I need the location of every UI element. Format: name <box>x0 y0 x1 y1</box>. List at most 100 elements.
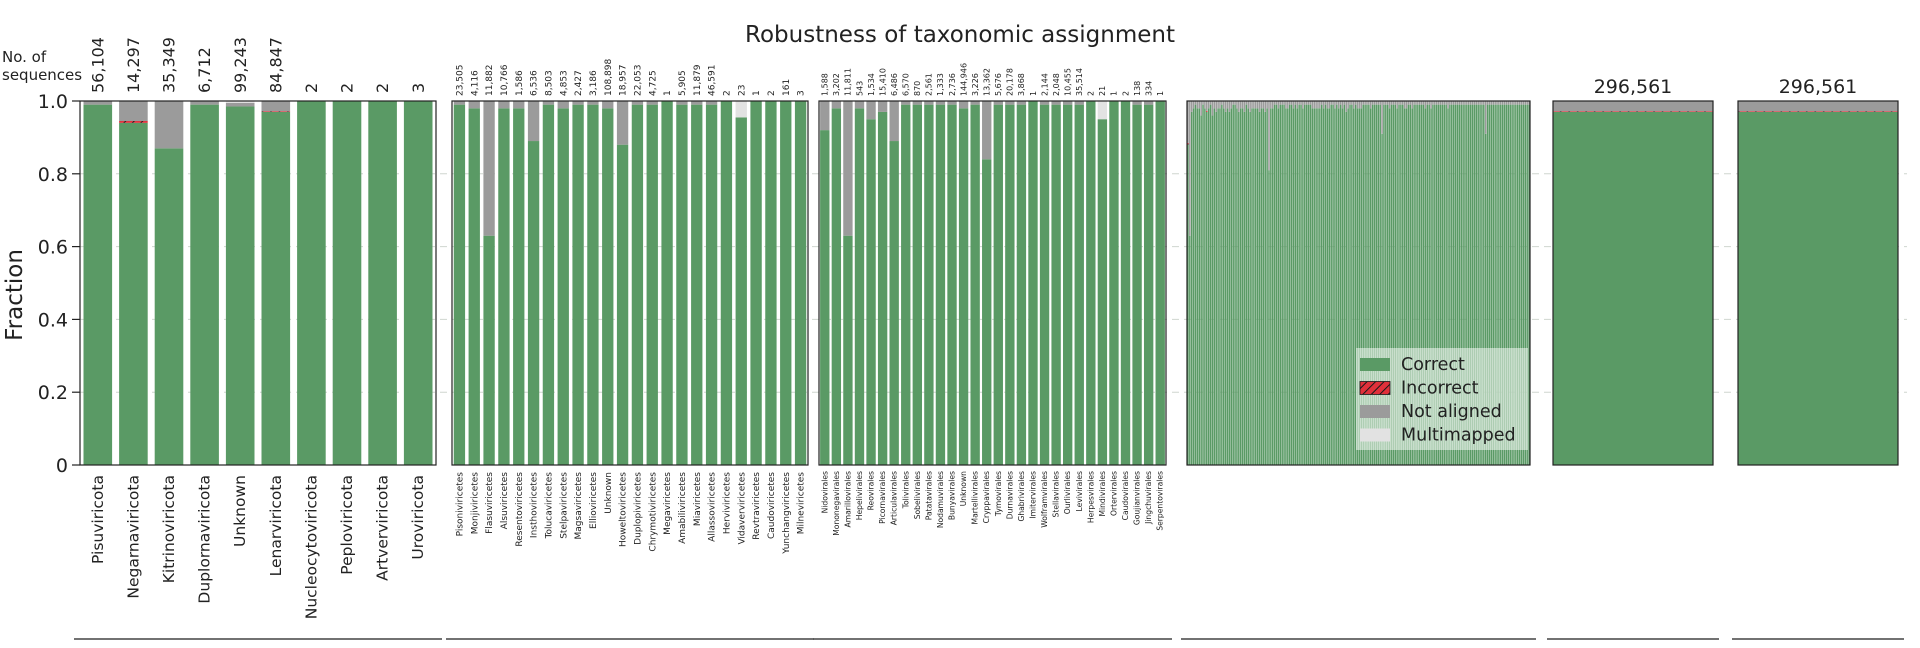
bar-segment-not-aligned <box>924 101 934 105</box>
bar-segment-correct <box>735 117 747 465</box>
bar-segment-correct <box>1304 104 1306 465</box>
bar-segment-correct <box>1496 104 1498 465</box>
y-axis-label: Fraction <box>2 249 28 341</box>
category-label-patatavirales: Patatavirales <box>924 471 933 520</box>
bar-segment-not-aligned <box>705 101 718 105</box>
count-label-ghabrivirales: 3,868 <box>1017 73 1026 96</box>
bar-segment-not-aligned <box>1354 101 1357 105</box>
category-label-uroviricota: Uroviricota <box>409 475 427 560</box>
bar-segment-correct <box>947 104 957 465</box>
bar-segment-not-aligned <box>1477 101 1479 105</box>
bar-segment-not-aligned <box>1221 101 1223 105</box>
bar-segment-correct <box>1524 104 1527 465</box>
bar-segment-correct <box>1388 108 1391 465</box>
count-label-amarillovirales: 11,811 <box>844 68 853 96</box>
bar-segment-correct <box>646 104 658 465</box>
category-label-megaviricetes: Megaviricetes <box>663 472 673 535</box>
bar-segment-correct <box>1513 104 1515 465</box>
bar-segment-not-aligned <box>1236 101 1238 109</box>
bar-segment-correct <box>1469 104 1472 465</box>
bar-segment-not-aligned <box>1228 101 1231 112</box>
category-label-bunyavirales: Bunyavirales <box>948 471 957 520</box>
bar-segment-not-aligned <box>843 101 853 236</box>
bar-segment-not-aligned <box>1456 101 1459 105</box>
bar-segment-correct <box>877 111 888 466</box>
bar-segment-not-aligned <box>1353 101 1355 109</box>
bar-segment-multimapped <box>1097 101 1108 120</box>
bar-segment-not-aligned <box>1400 101 1402 105</box>
bar-segment-correct <box>1288 104 1291 465</box>
category-label-articulavirales: Articulavirales <box>890 471 899 525</box>
count-label-unknown: 144,946 <box>959 63 968 96</box>
bar-segment-correct <box>794 101 807 465</box>
bar-segment-correct <box>1285 108 1287 465</box>
bar-segment-correct <box>1411 108 1413 465</box>
bar-segment-correct <box>1206 111 1208 466</box>
bar-segment-not-aligned <box>854 101 865 109</box>
bar-segment-correct <box>1292 108 1295 465</box>
bar-segment-correct <box>1198 108 1201 465</box>
bar-segment-correct <box>1518 104 1521 465</box>
bar-segment-correct <box>912 104 922 465</box>
category-label-amarillovirales: Amarillovirales <box>843 471 852 528</box>
bar-segment-not-aligned <box>1271 101 1274 109</box>
bar-segment-not-aligned <box>1039 101 1050 105</box>
category-label-serpentovirales: Serpentovirales <box>1156 471 1165 531</box>
count-label-sobelivirales: 870 <box>913 81 922 96</box>
bar-segment-correct <box>1339 104 1342 465</box>
total-count-genus: 296,561 <box>1594 76 1673 98</box>
bar-segment-not-aligned <box>1371 101 1374 105</box>
count-label-imitervirales: 1 <box>1029 91 1038 96</box>
bar-segment-not-aligned <box>1202 101 1204 105</box>
bar-segment-not-aligned <box>119 101 148 122</box>
bar-segment-not-aligned <box>1281 101 1283 105</box>
bar-segment-not-aligned <box>1328 101 1331 109</box>
bar-segment-not-aligned <box>1343 101 1346 105</box>
bar-segment-correct <box>958 108 969 465</box>
bar-segment-correct <box>866 119 876 465</box>
bar-segment-not-aligned <box>1347 101 1349 109</box>
bar-segment-correct <box>1449 104 1451 465</box>
bar-segment-correct <box>1309 104 1312 465</box>
bar-segment-correct <box>1441 104 1444 465</box>
bar-segment-not-aligned <box>1016 101 1027 105</box>
bar-segment-correct <box>542 104 555 465</box>
count-label-nucleocytoviricota: 2 <box>302 83 321 93</box>
bar-segment-correct <box>587 104 599 465</box>
bar-segment-not-aligned <box>1411 101 1413 109</box>
bar-segment-correct <box>1120 101 1131 465</box>
bar-segment-correct <box>1368 104 1370 465</box>
count-label-ortervirales: 1 <box>1110 91 1119 96</box>
bar-segment-correct <box>1494 104 1496 465</box>
bar-segment-correct <box>1443 104 1446 465</box>
bar-segment-not-aligned <box>901 101 911 105</box>
bar-segment-not-aligned <box>1405 101 1408 109</box>
bar-segment-not-aligned <box>1449 101 1451 105</box>
bar-segment-not-aligned <box>1213 101 1216 109</box>
bar-segment-correct <box>1028 101 1038 465</box>
bar-segment-not-aligned <box>83 101 113 105</box>
bar-segment-not-aligned <box>1249 101 1251 112</box>
y-tick-label: 0 <box>56 455 68 477</box>
bar-segment-not-aligned <box>1458 101 1461 105</box>
bar-segment-not-aligned <box>1319 101 1321 109</box>
bar-segment-not-aligned <box>498 101 510 109</box>
bar-segment-correct <box>1219 108 1221 465</box>
count-label-stelpaviricetes: 4,853 <box>559 70 569 96</box>
category-label-ellioviricetes: Ellioviricetes <box>589 472 599 529</box>
bar-segment-correct <box>119 122 148 465</box>
bar-segment-correct <box>1190 111 1193 466</box>
bar-segment-not-aligned <box>154 101 184 149</box>
bar-segment-not-aligned <box>1466 101 1468 105</box>
bar-segment-correct <box>154 148 184 465</box>
category-label-tolucaviricetes: Tolucaviricetes <box>544 472 554 540</box>
count-label-ourlivirales: 10,455 <box>1063 68 1072 96</box>
bar-segment-correct <box>1239 108 1242 465</box>
category-label-herpesvirales: Herpesvirales <box>1086 471 1095 523</box>
category-label-mindivirales: Mindivirales <box>1098 471 1107 517</box>
bar-segment-not-aligned <box>1337 101 1340 109</box>
bar-segment-correct <box>572 104 584 465</box>
bar-segment-not-aligned <box>1296 101 1299 109</box>
bar-segment-correct <box>1369 108 1372 465</box>
bar-segment-correct <box>1394 104 1397 465</box>
